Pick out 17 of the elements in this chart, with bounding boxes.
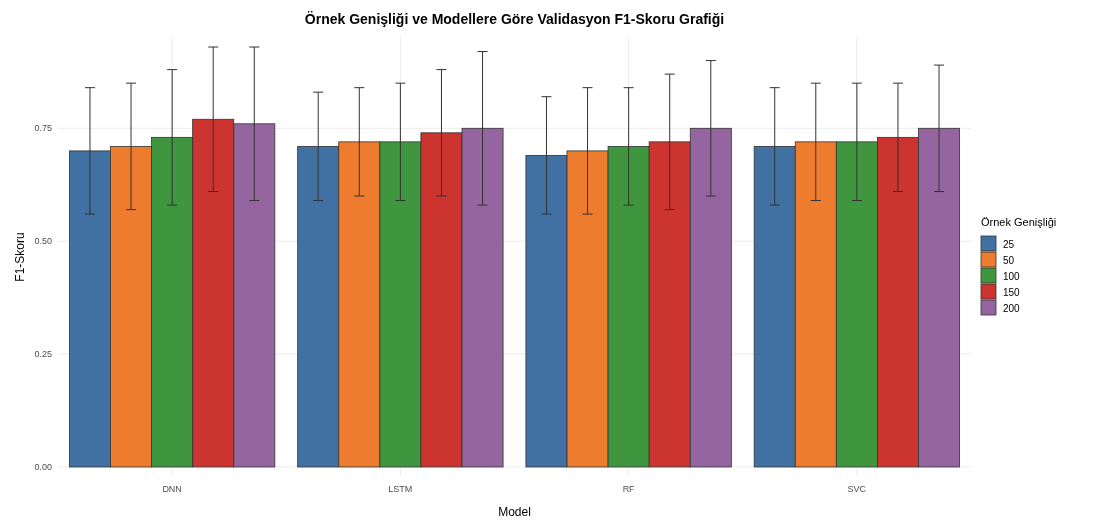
legend-label: 200 [1003, 302, 1021, 314]
chart-title: Örnek Genişliği ve Modellere Göre Validasyon F1-Skoru Grafiği [304, 11, 725, 27]
x-tick-label: LSTM [388, 484, 413, 494]
y-tick-label: 0.25 [34, 349, 52, 360]
x-tick-label: DNN [162, 484, 182, 494]
legend-label: 25 [1003, 238, 1015, 250]
legend-title: Örnek Genişliği [981, 216, 1057, 228]
legend-label: 100 [1003, 270, 1021, 282]
y-axis-title: F1-Skoru [13, 232, 27, 282]
x-axis-title: Model [498, 505, 531, 519]
x-tick-label: SVC [847, 484, 867, 494]
x-tick-label: RF [622, 484, 636, 494]
y-tick-label: 0.75 [34, 123, 52, 134]
y-tick-label: 0.00 [34, 462, 52, 473]
legend-label: 50 [1003, 254, 1015, 266]
legend-label: 150 [1003, 286, 1021, 298]
y-tick-label: 0.50 [34, 236, 52, 247]
